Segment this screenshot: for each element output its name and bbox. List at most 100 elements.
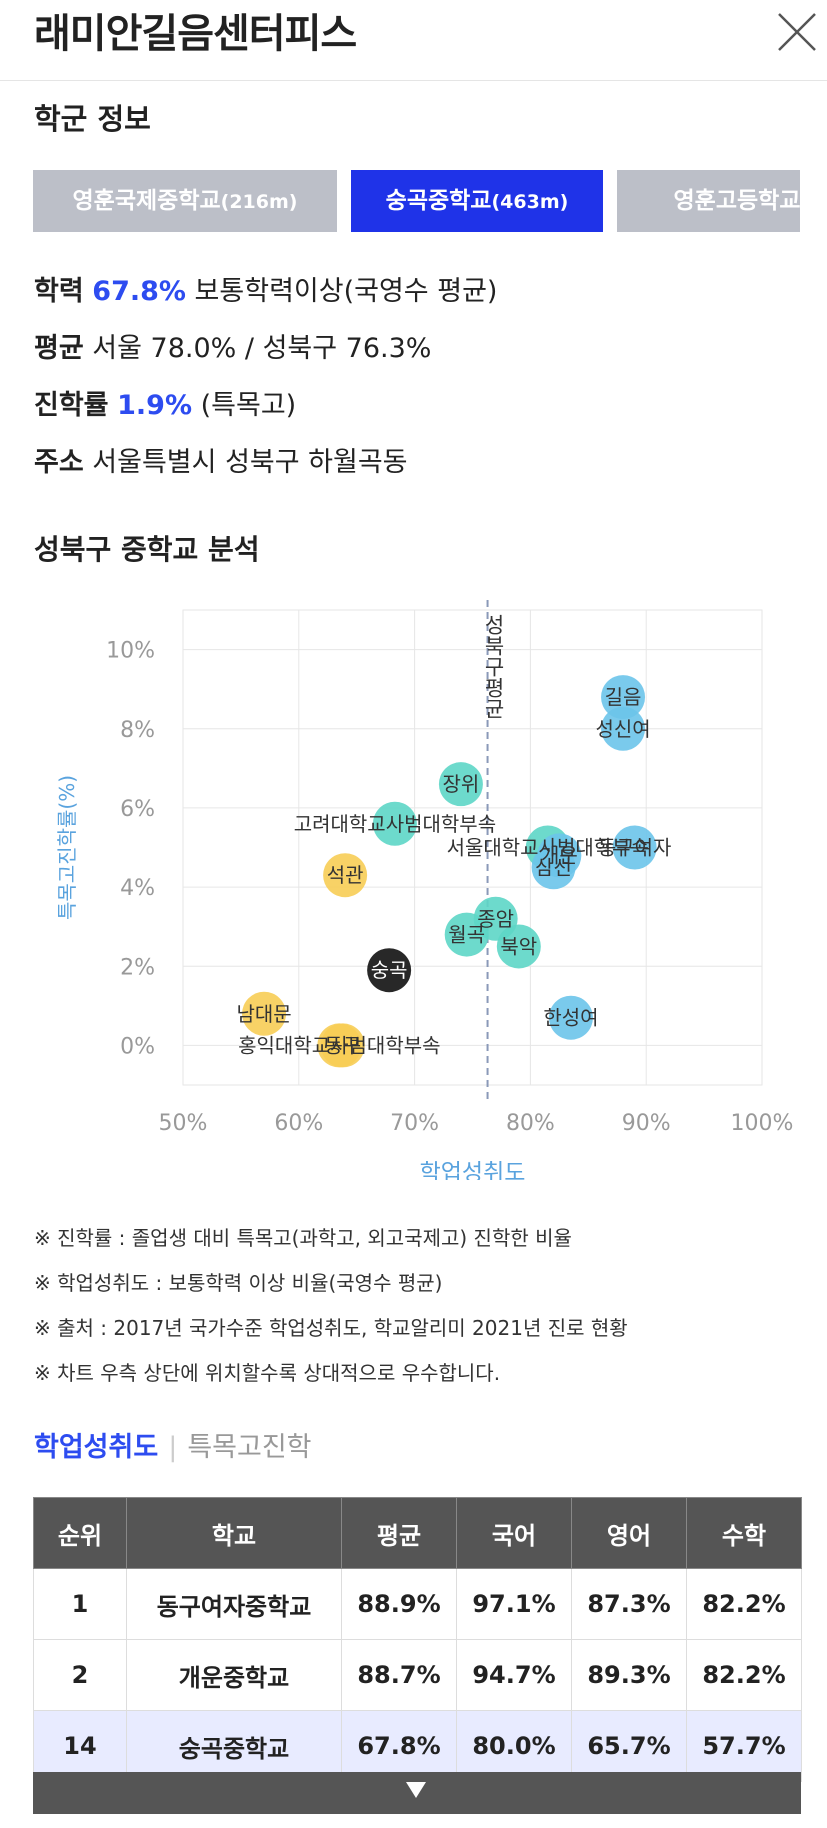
header-math: 수학	[686, 1497, 802, 1569]
data-point-label: 월곡	[448, 923, 485, 947]
cell-english: 65.7%	[571, 1710, 687, 1782]
data-point	[496, 924, 541, 969]
cell-school: 숭곡중학교	[126, 1710, 342, 1782]
tab-school-name: 숭곡중학교	[385, 188, 492, 214]
tab-school-name: 영훈고등학교	[673, 188, 800, 214]
advance-desc: (특목고)	[200, 390, 297, 421]
reference-line-label: 성북구평균	[482, 614, 506, 719]
tab-special-high[interactable]: 특목고진학	[187, 1432, 312, 1463]
notes: ※ 진학률 : 졸업생 대비 특목고(과학고, 외고국제고) 진학한 비율 ※ …	[34, 1216, 628, 1396]
tab-school-0[interactable]: 영훈국제중학교(216m)	[33, 170, 337, 232]
cell-math: 57.7%	[686, 1710, 802, 1782]
data-point	[548, 995, 593, 1040]
x-axis-label: 학업성취도	[420, 1160, 526, 1180]
data-point-label: 성신여	[595, 717, 650, 741]
tab-school-1[interactable]: 숭곡중학교(463m)	[351, 170, 603, 232]
data-point-label: 숭곡	[371, 958, 408, 982]
data-point-label: 고려대학교사범대학부속	[294, 812, 496, 836]
tab-school-distance: (216m)	[220, 191, 298, 213]
note-line: ※ 차트 우측 상단에 위치할수록 상대적으로 우수합니다.	[34, 1361, 501, 1385]
data-point-label: 북악	[500, 934, 537, 958]
average-line: 평균 서울 78.0% / 성북구 76.3%	[34, 329, 431, 369]
data-point-label: 종암	[477, 907, 514, 931]
page-title: 래미안길음센터피스	[34, 11, 357, 57]
ranking-tabs: 학업성취도 | 특목고진학	[34, 1425, 312, 1464]
header-school: 학교	[126, 1497, 342, 1569]
data-point-label: 길음	[605, 685, 642, 709]
header-average: 평균	[341, 1497, 457, 1569]
tab-school-distance: (463m)	[491, 191, 569, 213]
show-more-button[interactable]	[33, 1772, 801, 1814]
data-point	[612, 825, 657, 870]
data-point-label: 서울대학교사범대학부속	[447, 836, 649, 860]
x-tick-label: 80%	[506, 1111, 555, 1136]
address-text: 서울특별시 성북구 하월곡동	[92, 447, 408, 478]
cell-english: 87.3%	[571, 1568, 687, 1640]
y-tick-label: 10%	[106, 639, 155, 664]
tab-school-2[interactable]: 영훈고등학교	[617, 170, 800, 232]
note-line: ※ 학업성취도 : 보통학력 이상 비율(국영수 평균)	[34, 1271, 443, 1295]
achievement-label: 학력	[34, 276, 84, 307]
x-tick-label: 70%	[390, 1111, 439, 1136]
data-point	[531, 845, 576, 890]
data-point	[601, 675, 646, 720]
cell-rank: 2	[33, 1639, 127, 1711]
y-tick-label: 4%	[120, 876, 155, 901]
data-point-label: 동구	[324, 1033, 361, 1057]
achievement-desc: 보통학력이상(국영수 평균)	[194, 276, 498, 307]
note-line: ※ 출처 : 2017년 국가수준 학업성취도, 학교알리미 2021년 진로 …	[34, 1316, 628, 1340]
advance-value: 1.9%	[117, 390, 193, 421]
header: 래미안길음센터피스	[0, 0, 827, 81]
school-tabs: 영훈국제중학교(216m) 숭곡중학교(463m) 영훈고등학교	[33, 170, 800, 234]
y-axis-label: 특목고진학률(%)	[55, 775, 79, 920]
data-point	[601, 706, 646, 751]
cell-english: 89.3%	[571, 1639, 687, 1711]
cell-average: 88.9%	[341, 1568, 457, 1640]
table-row-highlighted: 14 숭곡중학교 67.8% 80.0% 65.7% 57.7%	[33, 1710, 802, 1782]
x-tick-label: 50%	[159, 1111, 208, 1136]
cell-math: 82.2%	[686, 1639, 802, 1711]
header-korean: 국어	[456, 1497, 572, 1569]
tab-achievement[interactable]: 학업성취도	[34, 1432, 159, 1463]
chevron-down-icon	[406, 1782, 426, 1798]
data-point-label: 석관	[327, 863, 364, 887]
cell-rank: 14	[33, 1710, 127, 1782]
cell-school: 개운중학교	[126, 1639, 342, 1711]
average-text: 서울 78.0% / 성북구 76.3%	[92, 333, 432, 364]
data-point	[242, 991, 287, 1036]
advance-line: 진학률 1.9% (특목고)	[34, 386, 296, 426]
table-header-row: 순위 학교 평균 국어 영어 수학	[33, 1497, 802, 1569]
cell-average: 88.7%	[341, 1639, 457, 1711]
data-point	[372, 801, 417, 846]
average-label: 평균	[34, 333, 84, 364]
data-point-label: 홍익대학교사범대학부속	[238, 1033, 440, 1057]
x-tick-label: 100%	[731, 1111, 794, 1136]
school-info-heading: 학군 정보	[34, 102, 151, 136]
data-point	[323, 853, 368, 898]
data-point-label: 동구여자	[598, 836, 672, 860]
tab-school-name: 영훈국제중학교	[72, 188, 221, 214]
data-point	[438, 762, 483, 807]
data-point-label: 장위	[443, 772, 480, 796]
cell-korean: 97.1%	[456, 1568, 572, 1640]
cell-korean: 94.7%	[456, 1639, 572, 1711]
scatter-chart-svg: 0% 2% 4% 6% 8% 10% 50% 60% 70% 80% 90% 100% 학업성취도 특목고…	[55, 600, 794, 1186]
analysis-heading: 성북구 중학교 분석	[34, 533, 260, 566]
address-label: 주소	[34, 447, 84, 478]
cell-average: 67.8%	[341, 1710, 457, 1782]
note-line: ※ 진학률 : 졸업생 대비 특목고(과학고, 외고국제고) 진학한 비율	[34, 1226, 572, 1250]
ranking-table: 순위 학교 평균 국어 영어 수학 1 동구여자중학교 88.9% 97.1% …	[33, 1497, 802, 1782]
header-english: 영어	[571, 1497, 687, 1569]
table-row: 2 개운중학교 88.7% 94.7% 89.3% 82.2%	[33, 1639, 802, 1711]
data-point-label: 한성여	[543, 1006, 598, 1030]
data-point-label: 개운	[541, 843, 578, 867]
scatter-chart: 0% 2% 4% 6% 8% 10% 50% 60% 70% 80% 90% 100% 학업성취도 특목고…	[0, 590, 827, 1186]
close-icon[interactable]	[773, 8, 821, 56]
data-point-label: 삼선	[535, 855, 572, 879]
address-line: 주소 서울특별시 성북구 하월곡동	[34, 443, 408, 483]
data-point-label: 남대문	[236, 1002, 291, 1026]
data-point	[367, 948, 412, 993]
advance-label: 진학률	[34, 390, 109, 421]
cell-korean: 80.0%	[456, 1710, 572, 1782]
cell-math: 82.2%	[686, 1568, 802, 1640]
